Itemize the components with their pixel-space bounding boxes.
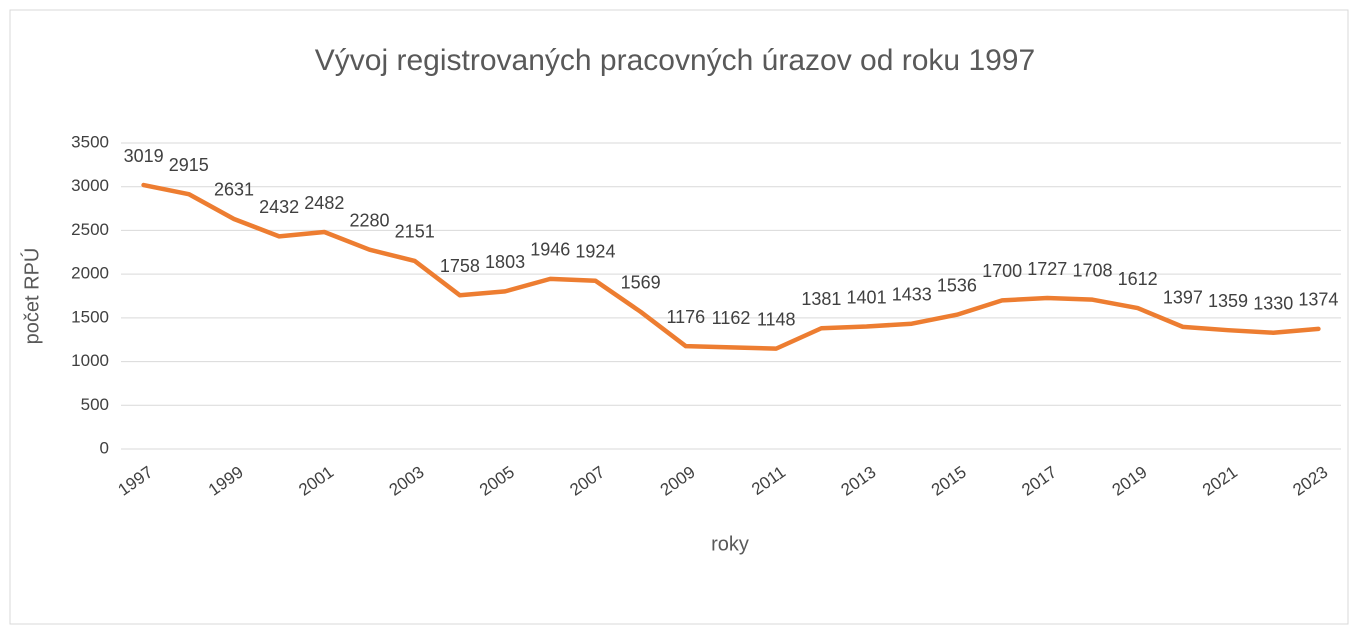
data-label: 1359 <box>1208 291 1248 311</box>
data-label: 1708 <box>1072 260 1112 280</box>
y-tick-label: 0 <box>100 438 109 457</box>
data-label: 1374 <box>1298 290 1338 310</box>
data-label: 1401 <box>847 287 887 307</box>
y-tick-label: 1500 <box>71 307 109 326</box>
data-label: 2151 <box>395 222 435 242</box>
chart-border <box>9 9 1349 625</box>
y-tick-label: 2500 <box>71 220 109 239</box>
data-label: 2280 <box>349 210 389 230</box>
data-label: 2631 <box>214 180 254 200</box>
y-tick-label: 3500 <box>71 132 109 151</box>
data-label: 1176 <box>666 307 705 327</box>
data-label: 1397 <box>1163 288 1203 308</box>
data-label: 2432 <box>259 197 299 217</box>
data-label: 1758 <box>440 256 480 276</box>
y-tick-label: 1000 <box>71 351 109 370</box>
data-label: 1612 <box>1118 269 1158 289</box>
data-label: 1330 <box>1253 293 1293 313</box>
data-label: 1162 <box>712 308 751 328</box>
series-line <box>141 182 1321 351</box>
data-label: 2482 <box>304 193 344 213</box>
data-label: 1536 <box>937 275 977 295</box>
data-label: 1433 <box>892 284 932 304</box>
data-label: 2915 <box>169 155 209 175</box>
y-axis-title: počet RPÚ <box>20 248 43 345</box>
data-label: 1700 <box>982 261 1022 281</box>
data-label: 1569 <box>621 273 661 293</box>
data-label: 1803 <box>485 252 525 272</box>
y-tick-label: 3000 <box>71 176 109 195</box>
data-label: 3019 <box>124 146 164 166</box>
data-label: 1148 <box>757 309 796 329</box>
chart-title: Vývoj registrovaných pracovných úrazov o… <box>315 44 1035 77</box>
x-axis-title: roky <box>711 533 749 555</box>
y-tick-label: 500 <box>81 395 109 414</box>
data-label: 1381 <box>801 289 841 309</box>
y-tick-label: 2000 <box>71 264 109 283</box>
data-label: 1946 <box>530 240 570 260</box>
data-label: 1727 <box>1027 259 1067 279</box>
data-label: 1924 <box>575 242 615 262</box>
